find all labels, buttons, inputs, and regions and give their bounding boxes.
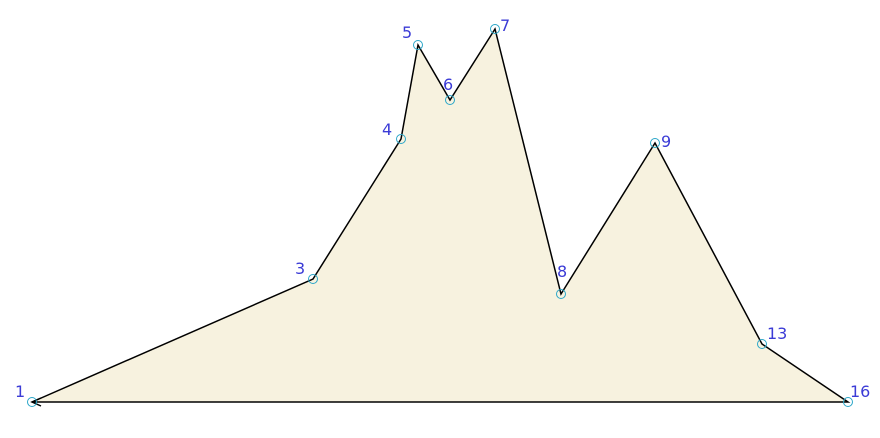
vertex-marker-6 bbox=[445, 95, 455, 105]
vertex-label-1: 1 bbox=[15, 382, 25, 401]
vertex-label-13: 13 bbox=[767, 324, 787, 343]
vertex-label-5: 5 bbox=[402, 23, 412, 42]
vertex-markers bbox=[27, 24, 853, 407]
vertex-marker-9 bbox=[650, 138, 660, 148]
vertex-marker-16 bbox=[843, 397, 853, 407]
vertex-label-4: 4 bbox=[382, 120, 392, 139]
vertex-label-7: 7 bbox=[500, 16, 510, 35]
vertex-label-3: 3 bbox=[295, 259, 305, 278]
vertex-marker-4 bbox=[396, 134, 406, 144]
polygon-shape bbox=[31, 27, 851, 403]
vertex-marker-5 bbox=[413, 40, 423, 50]
vertex-marker-1 bbox=[27, 397, 37, 407]
vertex-label-8: 8 bbox=[557, 262, 567, 281]
vertex-label-16: 16 bbox=[850, 382, 870, 401]
vertex-marker-3 bbox=[308, 274, 318, 284]
vertex-label-6: 6 bbox=[443, 75, 453, 94]
vertex-marker-8 bbox=[556, 289, 566, 299]
closing-arrow-icon bbox=[30, 397, 42, 407]
vertex-marker-13 bbox=[757, 339, 767, 349]
vertex-label-9: 9 bbox=[661, 132, 671, 151]
vertex-marker-7 bbox=[490, 24, 500, 34]
